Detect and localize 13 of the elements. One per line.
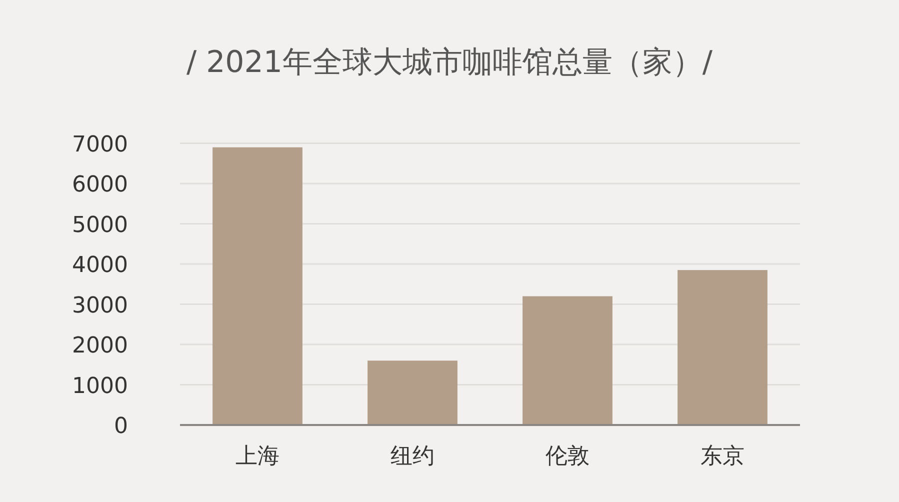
y-tick-label: 5000: [72, 212, 128, 238]
y-tick-label: 0: [114, 414, 128, 439]
title: / 2021年全球大城市咖啡馆总量（家）/: [186, 45, 713, 80]
y-tick-label: 4000: [72, 253, 128, 278]
y-tick-label: 6000: [72, 172, 128, 198]
y-tick-label: 2000: [72, 334, 128, 359]
x-tick-label: 东京: [700, 444, 744, 469]
y-tick-label: 1000: [72, 374, 128, 399]
x-tick-label: 伦敦: [546, 444, 590, 469]
x-tick-label: 上海: [236, 444, 280, 469]
y-tick-label: 3000: [72, 293, 128, 318]
y-tick-label: 7000: [72, 132, 128, 158]
x-tick-label: 纽约: [390, 444, 434, 469]
